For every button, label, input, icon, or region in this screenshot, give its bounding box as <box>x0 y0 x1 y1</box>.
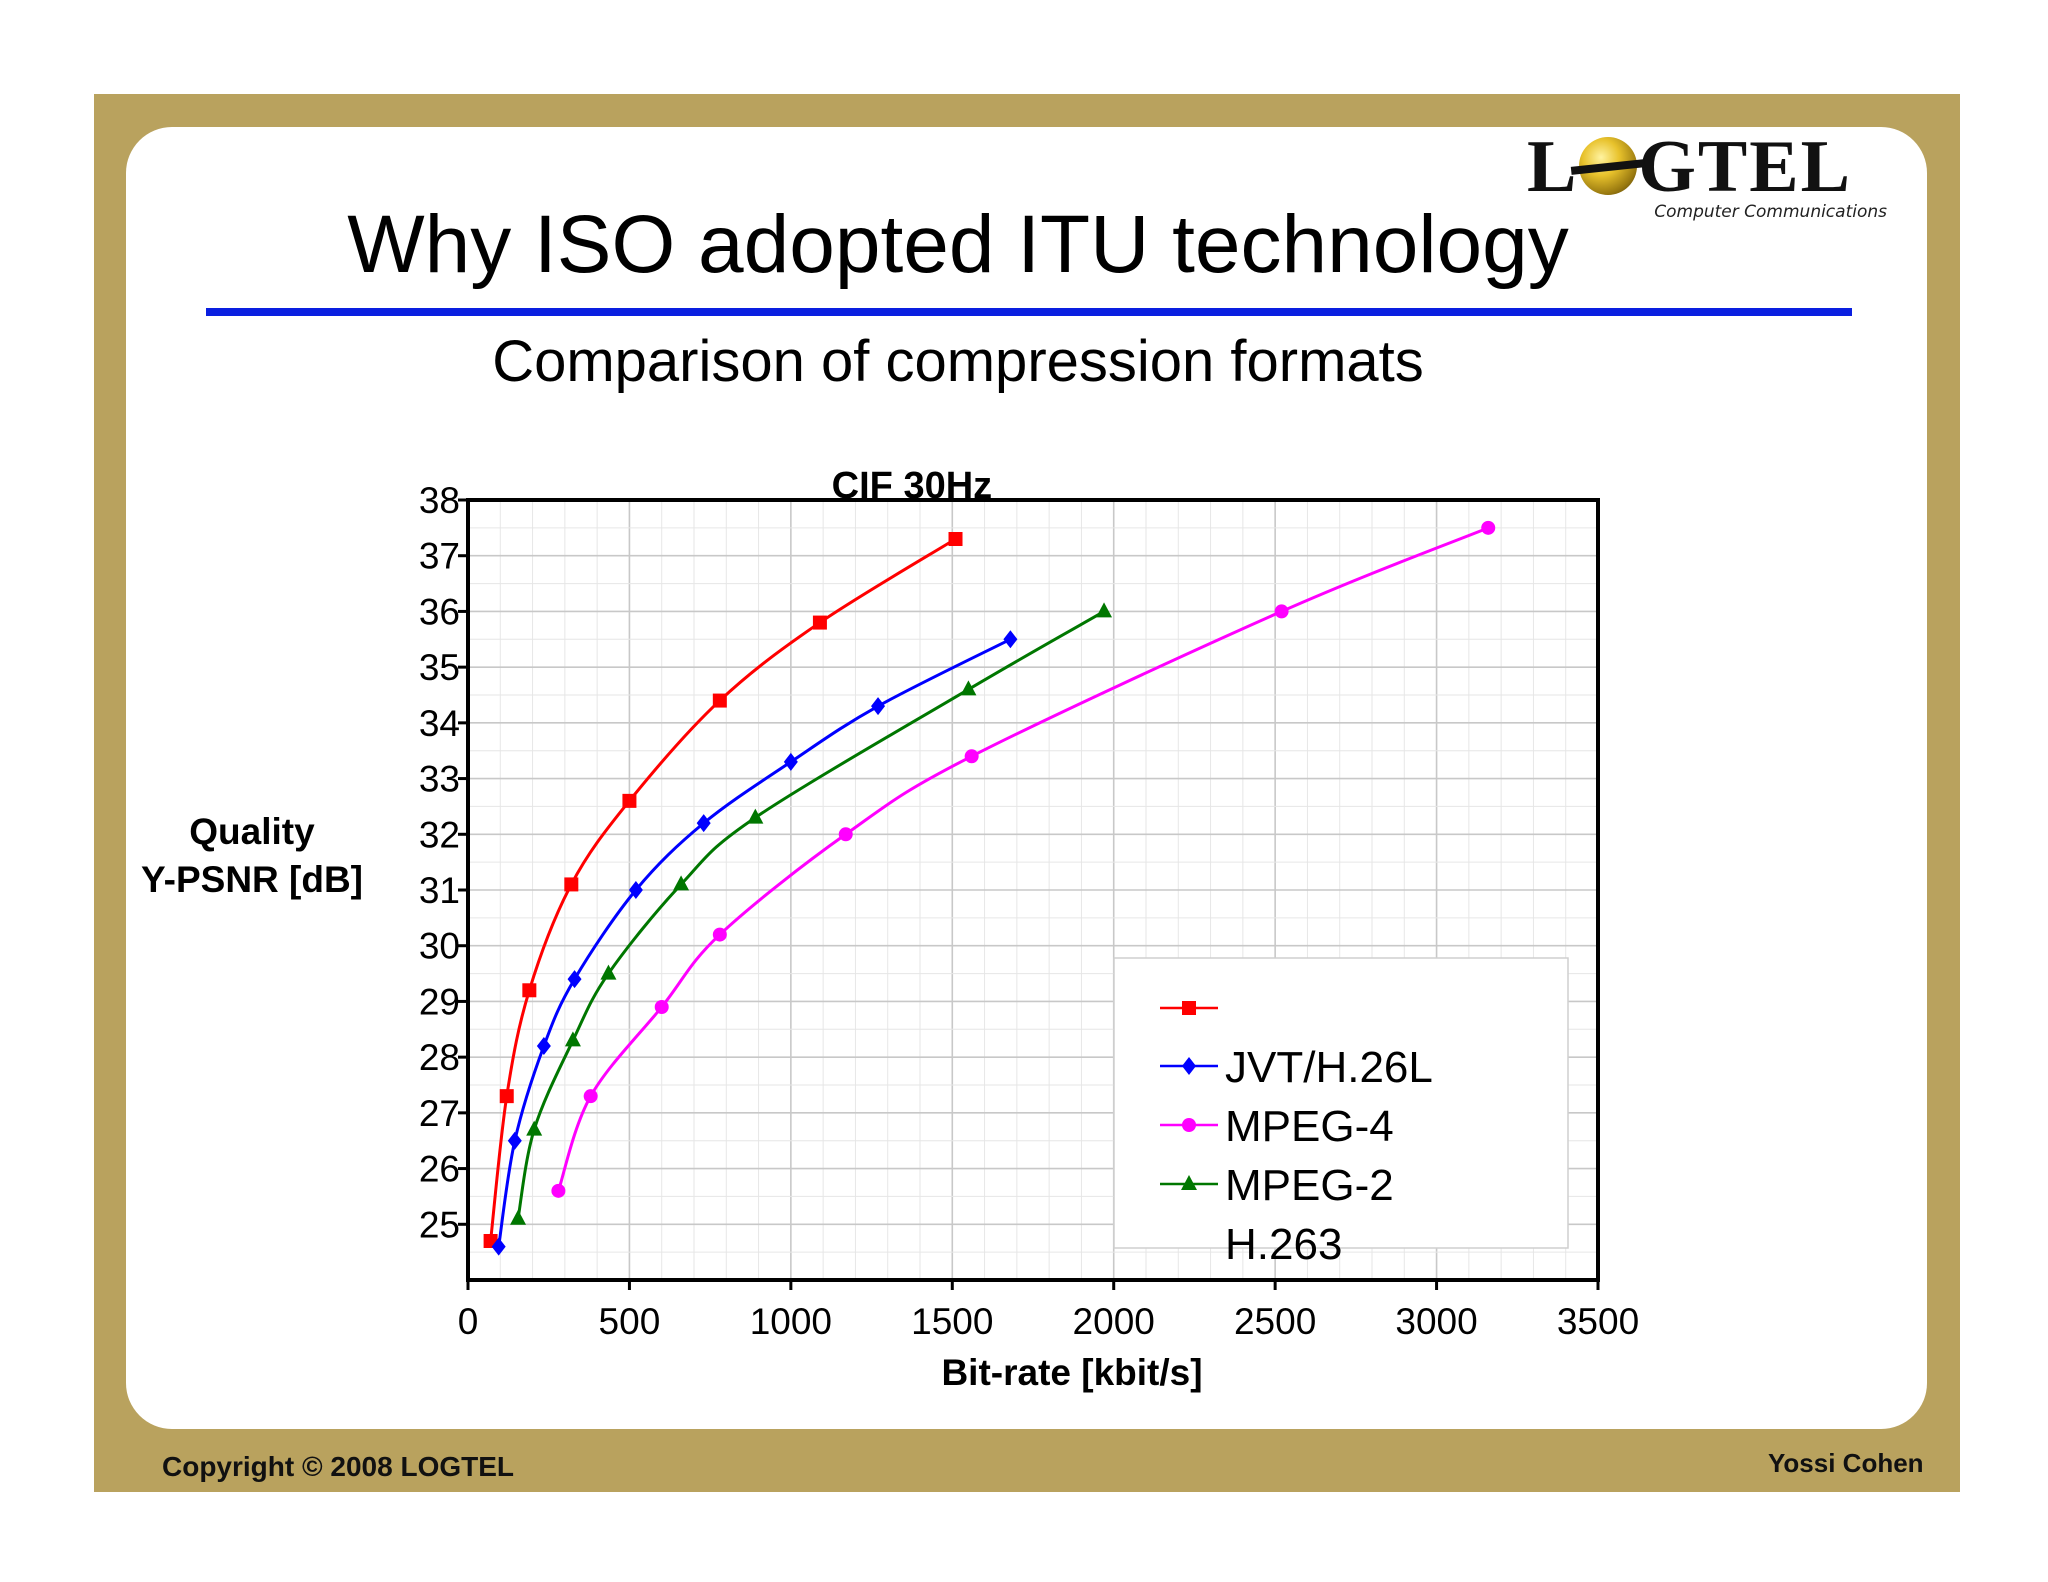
series-0 <box>483 532 963 1248</box>
legend-swatch-marker <box>1182 1118 1196 1132</box>
logo-word-left: L <box>1527 126 1579 208</box>
data-point <box>510 1209 527 1225</box>
data-point <box>567 970 582 989</box>
logo-subtitle: Computer Communications <box>1654 202 1887 222</box>
data-point <box>583 1089 598 1104</box>
data-point <box>1096 602 1113 618</box>
series-1 <box>491 630 1018 1256</box>
data-point <box>499 1089 514 1104</box>
y-tick-label: 25 <box>419 1204 460 1245</box>
series-2 <box>551 520 1496 1198</box>
y-tick-label: 28 <box>419 1037 460 1078</box>
data-point <box>712 693 727 708</box>
y-tick-label: 26 <box>419 1149 460 1190</box>
y-tick-label: 31 <box>419 870 460 911</box>
y-tick-label: 35 <box>419 647 460 688</box>
y-tick-label: 37 <box>419 536 460 577</box>
data-point <box>1003 630 1018 649</box>
data-point <box>622 793 637 808</box>
x-tick-label: 3000 <box>1395 1301 1477 1342</box>
data-point <box>783 752 798 771</box>
x-tick-label: 500 <box>599 1301 661 1342</box>
x-axis-label: Bit-rate [kbit/s] <box>941 1352 1203 1393</box>
legend-swatch-marker <box>1182 1001 1196 1015</box>
chart-title: CIF 30Hz <box>832 465 992 507</box>
y-axis-ticks: 25 26 27 28 29 30 31 32 33 34 35 36 37 38 <box>419 480 468 1245</box>
data-point <box>507 1131 522 1150</box>
data-point <box>960 680 977 696</box>
data-point <box>1481 520 1496 535</box>
legend-label: MPEG-4 <box>1225 1102 1394 1151</box>
y-tick-label: 30 <box>419 926 460 967</box>
data-point <box>522 983 537 998</box>
page-subtitle: Comparison of compression formats <box>492 329 1424 394</box>
y-tick-label: 33 <box>419 759 460 800</box>
title-divider <box>206 308 1852 316</box>
globe-icon <box>1579 137 1638 195</box>
logtel-logo: L GTEL Computer Communications <box>1527 130 1887 230</box>
y-tick-label: 34 <box>419 703 460 744</box>
legend-swatch-marker <box>1181 1175 1197 1190</box>
x-tick-label: 2500 <box>1234 1301 1316 1342</box>
footer-author: Yossi Cohen <box>1768 1448 1924 1478</box>
data-point <box>1274 604 1289 619</box>
logo-word-right: GTEL <box>1638 126 1852 208</box>
data-point <box>812 615 827 630</box>
logo-wordmark: L GTEL <box>1527 130 1852 204</box>
x-tick-label: 1500 <box>911 1301 993 1342</box>
footer-copyright: Copyright © 2008 LOGTEL <box>162 1451 515 1482</box>
series-line-3 <box>516 610 1105 1219</box>
data-point <box>871 697 886 716</box>
legend-label: MPEG-2 <box>1225 1161 1394 1210</box>
legend: JVT/H.26L MPEG-4 MPEG-2 H.263 <box>1113 957 1569 1269</box>
y-tick-label: 27 <box>419 1093 460 1134</box>
y-tick-label: 38 <box>419 480 460 521</box>
legend-swatch-marker <box>1182 1057 1196 1075</box>
y-axis-label: Quality Y-PSNR [dB] <box>122 808 382 904</box>
data-point <box>712 927 727 942</box>
data-point <box>536 1037 551 1055</box>
x-axis-ticks: 0 500 1000 1500 2000 2500 3000 3500 <box>458 1280 1639 1342</box>
data-point <box>838 827 853 842</box>
data-point <box>747 808 764 824</box>
data-point <box>564 877 579 892</box>
data-point <box>600 964 617 980</box>
y-tick-label: 32 <box>419 814 460 855</box>
y-tick-label: 29 <box>419 981 460 1022</box>
series-3 <box>510 602 1113 1225</box>
data-point <box>964 749 979 764</box>
series-group <box>483 520 1496 1256</box>
data-point <box>673 875 690 891</box>
data-point <box>654 1000 669 1014</box>
x-tick-label: 1000 <box>750 1301 832 1342</box>
data-point <box>564 1031 581 1047</box>
legend-label: JVT/H.26L <box>1225 1043 1433 1092</box>
data-point <box>696 814 711 833</box>
x-tick-label: 2000 <box>1073 1301 1155 1342</box>
data-point <box>948 532 963 546</box>
data-point <box>551 1183 566 1198</box>
series-line-1 <box>497 637 1012 1247</box>
legend-label: H.263 <box>1225 1220 1342 1269</box>
data-point <box>628 881 643 899</box>
y-tick-label: 36 <box>419 591 460 632</box>
x-tick-label: 0 <box>458 1301 479 1342</box>
data-point <box>491 1237 506 1256</box>
y-axis-label-line-1: Quality <box>189 811 315 852</box>
x-tick-label: 3500 <box>1557 1301 1639 1342</box>
y-axis-label-line-2: Y-PSNR [dB] <box>141 859 363 900</box>
data-point <box>526 1120 543 1136</box>
page-title: Why ISO adopted ITU technology <box>347 199 1569 290</box>
